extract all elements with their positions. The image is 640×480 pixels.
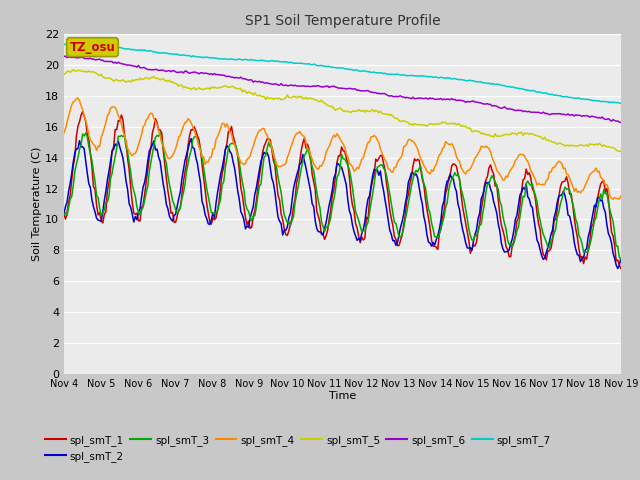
spl_smT_2 bbox=[246, 216, 254, 221]
spl_smT_7 bbox=[244, 58, 252, 63]
spl_smT_4 bbox=[246, 153, 254, 159]
spl_smT_3 bbox=[255, 183, 263, 189]
spl_smT_6 bbox=[305, 84, 313, 89]
spl_smT_1 bbox=[246, 226, 254, 231]
spl_smT_5 bbox=[305, 95, 313, 101]
spl_smT_1 bbox=[228, 123, 236, 129]
spl_smT_5 bbox=[255, 92, 263, 98]
Line: spl_smT_5: spl_smT_5 bbox=[64, 70, 621, 151]
spl_smT_5 bbox=[60, 72, 68, 77]
X-axis label: Time: Time bbox=[329, 391, 356, 401]
spl_smT_2 bbox=[614, 265, 621, 271]
spl_smT_4 bbox=[588, 170, 595, 176]
spl_smT_2 bbox=[129, 211, 136, 217]
spl_smT_6 bbox=[246, 77, 254, 83]
spl_smT_2 bbox=[617, 256, 625, 262]
spl_smT_6 bbox=[61, 53, 69, 59]
Y-axis label: Soil Temperature (C): Soil Temperature (C) bbox=[32, 147, 42, 261]
spl_smT_1 bbox=[130, 210, 138, 216]
Line: spl_smT_4: spl_smT_4 bbox=[64, 98, 621, 199]
spl_smT_6 bbox=[228, 74, 236, 80]
spl_smT_4 bbox=[255, 128, 263, 133]
spl_smT_1 bbox=[79, 108, 86, 114]
spl_smT_4 bbox=[616, 196, 623, 202]
spl_smT_1 bbox=[305, 146, 313, 152]
Line: spl_smT_3: spl_smT_3 bbox=[64, 133, 621, 259]
spl_smT_1 bbox=[617, 265, 625, 271]
spl_smT_7 bbox=[586, 97, 594, 103]
spl_smT_5 bbox=[130, 78, 138, 84]
spl_smT_2 bbox=[588, 219, 595, 225]
spl_smT_7 bbox=[303, 61, 311, 67]
spl_smT_6 bbox=[130, 63, 138, 69]
spl_smT_5 bbox=[70, 67, 77, 72]
spl_smT_3 bbox=[130, 188, 138, 193]
Line: spl_smT_1: spl_smT_1 bbox=[64, 111, 621, 268]
spl_smT_5 bbox=[616, 148, 623, 154]
Text: TZ_osu: TZ_osu bbox=[70, 41, 115, 54]
Title: SP1 Soil Temperature Profile: SP1 Soil Temperature Profile bbox=[244, 14, 440, 28]
spl_smT_3 bbox=[617, 256, 625, 262]
spl_smT_5 bbox=[617, 148, 625, 154]
spl_smT_2 bbox=[255, 167, 263, 173]
spl_smT_7 bbox=[617, 101, 625, 107]
spl_smT_3 bbox=[228, 141, 236, 146]
spl_smT_4 bbox=[617, 193, 625, 199]
spl_smT_2 bbox=[60, 210, 68, 216]
spl_smT_3 bbox=[246, 215, 254, 220]
spl_smT_6 bbox=[588, 113, 595, 119]
spl_smT_3 bbox=[305, 150, 313, 156]
spl_smT_5 bbox=[228, 84, 236, 90]
spl_smT_4 bbox=[74, 96, 82, 101]
spl_smT_1 bbox=[588, 223, 595, 229]
Line: spl_smT_2: spl_smT_2 bbox=[64, 139, 621, 268]
spl_smT_5 bbox=[588, 142, 595, 147]
spl_smT_7 bbox=[60, 41, 68, 47]
spl_smT_1 bbox=[255, 173, 263, 179]
spl_smT_4 bbox=[305, 147, 313, 153]
spl_smT_4 bbox=[130, 151, 138, 156]
spl_smT_2 bbox=[305, 180, 313, 186]
spl_smT_6 bbox=[60, 54, 68, 60]
spl_smT_5 bbox=[246, 90, 254, 96]
spl_smT_4 bbox=[228, 131, 236, 137]
spl_smT_6 bbox=[617, 120, 625, 125]
spl_smT_2 bbox=[188, 136, 195, 142]
spl_smT_3 bbox=[588, 236, 595, 241]
spl_smT_7 bbox=[129, 47, 136, 52]
spl_smT_2 bbox=[228, 151, 236, 157]
spl_smT_3 bbox=[60, 212, 68, 217]
spl_smT_4 bbox=[60, 130, 68, 136]
spl_smT_3 bbox=[82, 130, 90, 136]
spl_smT_1 bbox=[60, 211, 68, 217]
Line: spl_smT_7: spl_smT_7 bbox=[64, 44, 621, 104]
spl_smT_7 bbox=[254, 58, 262, 64]
Line: spl_smT_6: spl_smT_6 bbox=[64, 56, 621, 122]
Legend: spl_smT_1, spl_smT_2, spl_smT_3, spl_smT_4, spl_smT_5, spl_smT_6, spl_smT_7: spl_smT_1, spl_smT_2, spl_smT_3, spl_smT… bbox=[41, 431, 555, 466]
spl_smT_7 bbox=[226, 56, 234, 62]
spl_smT_6 bbox=[255, 78, 263, 84]
